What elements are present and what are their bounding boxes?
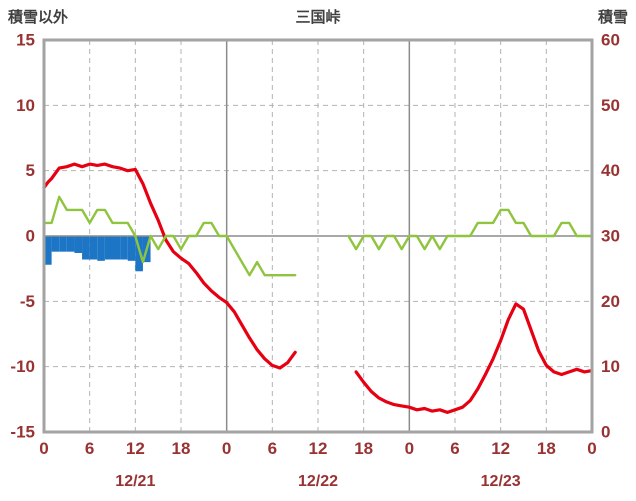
bar-blue-bars — [51, 236, 60, 252]
bar-blue-bars — [66, 236, 75, 252]
right-axis-tick-label: 0 — [601, 423, 610, 442]
right-axis-tick-label: 50 — [601, 96, 620, 115]
right-axis-tick-label: 10 — [601, 357, 620, 376]
left-axis-title: 積雪以外 — [8, 9, 69, 26]
red-line — [42, 162, 297, 370]
hour-tick-label: 18 — [354, 439, 373, 458]
right-axis-tick-label: 20 — [601, 292, 620, 311]
left-axis-tick-label: 15 — [16, 31, 35, 50]
green-line — [347, 208, 594, 251]
hour-tick-label: 18 — [172, 439, 191, 458]
hour-tick-label: 6 — [268, 439, 277, 458]
plot-frame — [42, 38, 594, 434]
bar-blue-bars — [89, 236, 98, 260]
date-label: 12/21 — [115, 473, 155, 490]
right-axis-tick-label: 30 — [601, 227, 620, 246]
hour-tick-label: 0 — [587, 439, 596, 458]
left-axis-tick-label: -10 — [10, 357, 35, 376]
left-axis-tick-label: 5 — [26, 161, 35, 180]
bar-blue-bars — [82, 236, 90, 260]
left-axis-tick-label: -15 — [10, 423, 35, 442]
right-axis-tick-label: 40 — [601, 161, 620, 180]
hour-tick-label: 6 — [450, 439, 459, 458]
left-axis-tick-label: 0 — [26, 227, 35, 246]
bar-blue-bars — [97, 236, 105, 261]
hour-tick-label: 0 — [39, 439, 48, 458]
hour-tick-label: 12 — [491, 439, 510, 458]
bar-blue-bars — [127, 236, 136, 261]
bar-blue-bars — [112, 236, 121, 260]
bar-blue-bars — [120, 236, 128, 260]
right-axis-title: 積雪 — [597, 9, 628, 26]
bar-blue-bars — [59, 236, 67, 252]
bar-blue-bars — [74, 236, 83, 253]
green-line — [42, 195, 297, 277]
bar-blue-bars — [104, 236, 113, 260]
red-line — [354, 302, 594, 414]
hour-tick-label: 12 — [309, 439, 328, 458]
left-axis-tick-label: 10 — [16, 96, 35, 115]
date-label: 12/22 — [298, 473, 338, 490]
date-label: 12/23 — [481, 473, 521, 490]
hour-tick-label: 0 — [222, 439, 231, 458]
chart-title: 三国峠 — [295, 9, 341, 26]
hour-tick-label: 12 — [126, 439, 145, 458]
hour-tick-label: 0 — [405, 439, 414, 458]
bar-blue-bars — [135, 236, 143, 272]
left-axis-tick-label: -5 — [20, 292, 35, 311]
right-axis-tick-label: 60 — [601, 31, 620, 50]
bar-blue-bars — [44, 236, 52, 265]
hour-tick-label: 18 — [537, 439, 556, 458]
hour-tick-label: 6 — [85, 439, 94, 458]
